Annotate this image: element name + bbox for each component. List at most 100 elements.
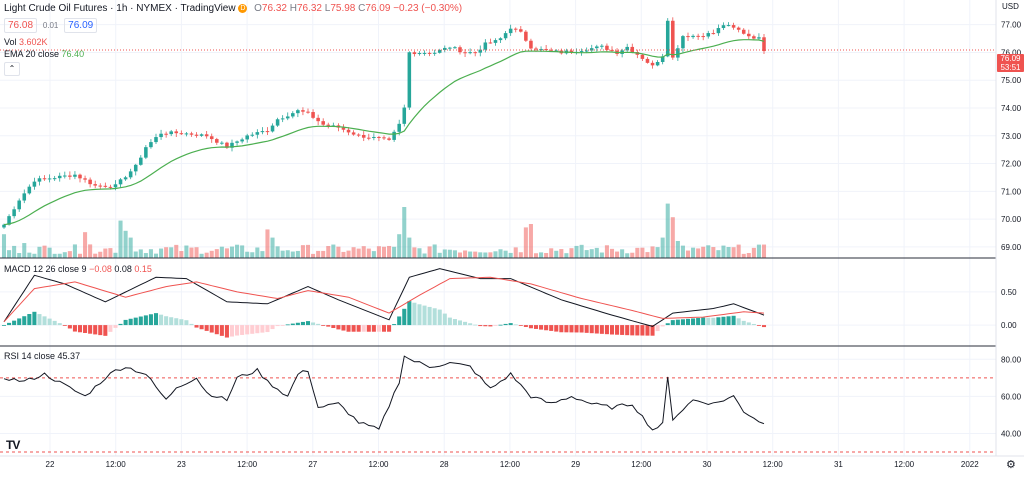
macd-hist-bar	[245, 325, 250, 335]
candle-body	[128, 171, 133, 178]
volume-bar	[625, 253, 630, 258]
volume-bar	[539, 252, 544, 258]
candle-body	[159, 133, 163, 138]
macd-hist-bar	[539, 325, 544, 330]
candle-body	[387, 138, 391, 140]
macd-hist-bar	[630, 325, 635, 336]
macd-hist-bar	[138, 316, 143, 326]
candle-body	[149, 142, 153, 148]
macd-hist-bar	[366, 325, 371, 332]
collapse-legend-button[interactable]: ⌃	[4, 62, 20, 76]
macd-hist-bar	[351, 325, 356, 332]
price-tick-label: 71.00	[1001, 187, 1022, 196]
macd-hist-bar	[640, 325, 645, 336]
candle-body	[346, 129, 351, 133]
candle-body	[73, 174, 77, 177]
candle-body	[508, 28, 513, 34]
volume-bar	[214, 249, 219, 258]
volume-bar	[250, 252, 255, 258]
candle-body	[696, 35, 700, 37]
candle-body	[589, 48, 594, 51]
tradingview-logo[interactable]: TV	[6, 438, 20, 452]
macd-hist-bar	[260, 325, 265, 333]
macd-hist-bar	[83, 325, 88, 333]
currency-label[interactable]: USD	[1002, 2, 1019, 11]
dividend-badge[interactable]: D	[238, 3, 248, 13]
macd-hist-bar	[756, 325, 761, 326]
volume-bar	[620, 249, 625, 258]
volume-bar	[57, 253, 62, 258]
macd-tick-label: 0.50	[1001, 288, 1017, 297]
macd-hist-bar	[275, 325, 280, 327]
bid-ask-row: 76.08 0.01 76.09	[4, 18, 98, 33]
candle-body	[351, 132, 356, 135]
ohlc-l-label: L	[324, 3, 331, 14]
ask-box[interactable]: 76.09	[64, 18, 98, 33]
macd-hist-bar	[432, 308, 437, 326]
volume-bar	[93, 253, 98, 258]
volume-bar	[407, 237, 412, 258]
macd-hist-bar	[143, 315, 148, 326]
macd-hist-bar	[93, 325, 98, 335]
macd-hist-bar	[579, 325, 584, 333]
bid-box[interactable]: 76.08	[4, 18, 38, 33]
macd-hist-bar	[422, 305, 427, 326]
macd-hist-bar	[569, 325, 574, 333]
macd-hist-bar	[761, 325, 767, 328]
candle-body	[519, 29, 523, 32]
macd-hist-bar	[148, 314, 153, 326]
macd-legend-value-1: −0.08	[89, 264, 112, 274]
macd-hist-bar	[559, 325, 564, 333]
volume-bar	[361, 246, 366, 258]
macd-hist-bar	[397, 316, 402, 326]
candle-body	[260, 131, 265, 133]
volume-bar	[670, 217, 675, 258]
volume-bar	[635, 247, 640, 258]
candle-body	[625, 46, 629, 51]
volume-bar	[290, 251, 295, 258]
volume-bar	[437, 252, 442, 258]
candle-body	[270, 125, 275, 132]
macd-hist-bar	[103, 325, 108, 336]
macd-hist-bar	[387, 325, 392, 332]
time-tick-label: 29	[571, 460, 580, 469]
pane-separators	[0, 0, 1024, 457]
candle-body	[93, 184, 97, 186]
candle-body	[103, 185, 108, 187]
candle-body	[88, 179, 92, 185]
ema-legend-value: 76.40	[61, 49, 85, 59]
candle-body	[686, 36, 690, 38]
ohlc-open: 76.32	[261, 3, 287, 14]
volume-bar	[164, 247, 169, 258]
candle-body	[98, 185, 103, 187]
volume-bar	[285, 250, 290, 258]
axis-ticks: 77.00 76.00 75.00 74.00 73.00 72.00 71.00 70.00…	[46, 21, 1022, 469]
volume-bar	[138, 249, 143, 258]
macd-hist-bar	[189, 323, 194, 326]
rsi-tick-label: 80.00	[1001, 355, 1022, 364]
candle-body	[569, 50, 574, 53]
macd-hist-bar	[468, 323, 473, 326]
candle-body	[285, 116, 290, 119]
volume-bar	[584, 250, 589, 258]
time-tick-label: 2022	[961, 460, 979, 469]
volume-bar	[159, 248, 164, 258]
macd-hist-bar	[1, 325, 7, 326]
volume-bar	[356, 248, 361, 258]
macd-hist-bar	[402, 308, 407, 326]
macd-hist-bar	[159, 314, 164, 326]
macd-hist-bar	[62, 325, 67, 326]
price-tick-label: 75.00	[1001, 76, 1022, 85]
candle-body	[422, 52, 427, 54]
volume-bar	[270, 237, 275, 258]
volume-bar	[280, 250, 285, 258]
candle-body	[691, 35, 695, 38]
rsi-legend-value: 45.37	[57, 351, 81, 361]
macd-hist-bar	[751, 323, 756, 326]
settings-gear-icon[interactable]: ⚙	[1006, 459, 1016, 471]
volume-bar	[417, 248, 422, 258]
macd-hist-bar	[336, 325, 341, 330]
macd-hist-bar	[706, 317, 711, 326]
